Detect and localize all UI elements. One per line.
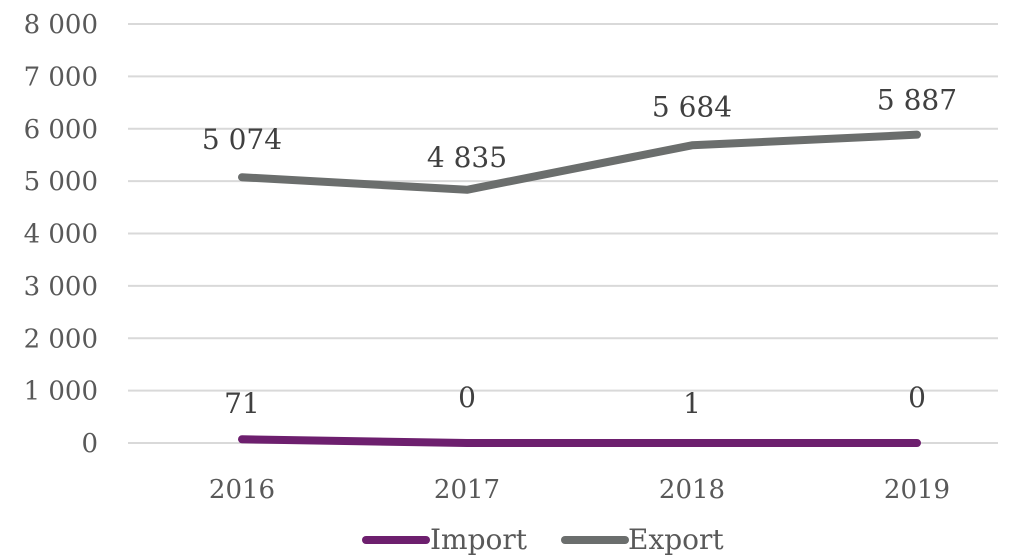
data-labels: 71 0 1 0 5 074 4 835 5 684 5 887 [202, 84, 957, 420]
legend-label-export: Export [628, 523, 724, 556]
data-label-export: 4 835 [427, 141, 507, 174]
x-axis: 2016 2017 2018 2019 [209, 475, 950, 505]
legend: Import Export [362, 523, 724, 556]
y-tick-label: 4 000 [24, 220, 98, 250]
y-tick-label: 8 000 [24, 10, 98, 40]
y-tick-label: 3 000 [24, 272, 98, 302]
legend-label-import: Import [430, 523, 528, 556]
x-tick-label: 2019 [884, 475, 950, 505]
data-label-export: 5 074 [202, 123, 282, 156]
series-line-export [238, 130, 921, 194]
data-label-export: 5 684 [652, 90, 732, 123]
series-group [238, 130, 921, 447]
y-tick-label: 6 000 [24, 115, 98, 145]
data-label-import: 71 [224, 387, 260, 420]
y-tick-label: 7 000 [24, 62, 98, 92]
x-tick-label: 2017 [434, 475, 500, 505]
data-label-export: 5 887 [877, 84, 957, 117]
gridlines [128, 23, 998, 444]
y-tick-label: 1 000 [24, 377, 98, 407]
y-tick-label: 5 000 [24, 167, 98, 197]
y-tick-label: 2 000 [24, 324, 98, 354]
x-tick-label: 2018 [659, 475, 725, 505]
data-label-import: 0 [908, 381, 926, 414]
y-axis: 0 1 000 2 000 3 000 4 000 5 000 6 000 7 000 8 00… [24, 10, 98, 459]
x-tick-label: 2016 [209, 475, 275, 505]
data-label-import: 1 [683, 387, 701, 420]
y-tick-label: 0 [81, 429, 98, 459]
data-label-import: 0 [458, 381, 476, 414]
series-line-import [238, 435, 921, 447]
